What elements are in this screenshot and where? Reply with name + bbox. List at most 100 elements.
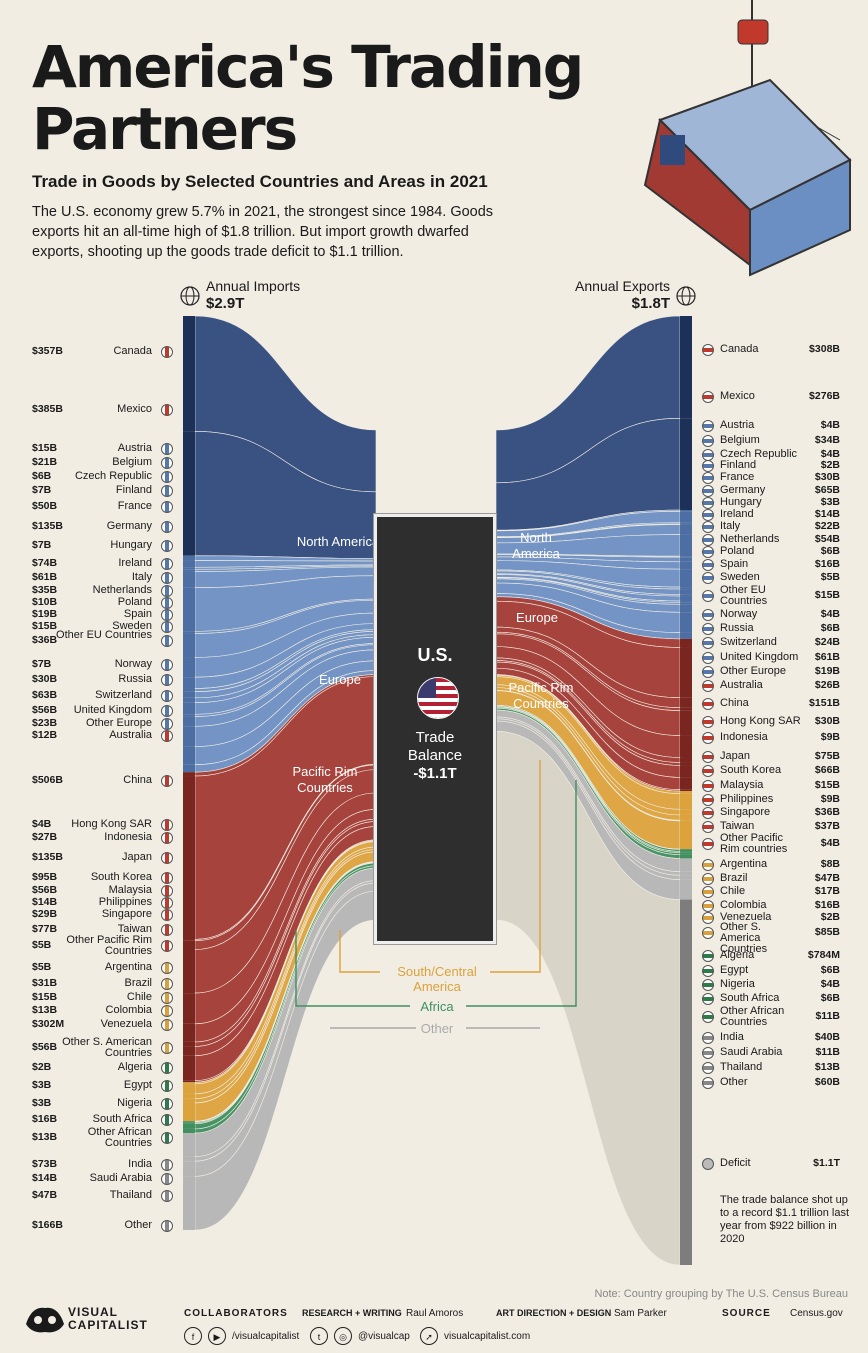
import-country-label: Australia xyxy=(109,729,152,741)
import-country-label: Algeria xyxy=(117,1061,152,1073)
import-bar-finland xyxy=(183,569,195,572)
imports-header-total: $2.9T xyxy=(206,295,245,312)
export-bar-india xyxy=(680,858,692,872)
export-bar-finland xyxy=(680,523,692,525)
export-value: $66B xyxy=(814,764,840,776)
flag-icon-other-pacific-rim-countries xyxy=(161,940,173,952)
import-value: $15B xyxy=(32,991,58,1003)
import-country-label: Belgium xyxy=(112,456,152,468)
import-country-label: Poland xyxy=(117,596,152,608)
export-bar-singapore xyxy=(680,765,692,778)
import-value: $30B xyxy=(32,673,58,685)
export-value: $16B xyxy=(814,558,840,570)
flag-icon-singapore xyxy=(161,909,173,921)
import-bar-mexico xyxy=(183,431,195,556)
youtube-icon[interactable]: ▶ xyxy=(208,1327,226,1345)
export-bar-other xyxy=(680,879,692,900)
export-value: $30B xyxy=(814,715,840,727)
export-country-label: Belgium xyxy=(720,434,760,446)
flag-icon-austria xyxy=(702,420,714,432)
flag-icon-other-europe xyxy=(702,666,714,678)
export-value: $17B xyxy=(814,885,840,897)
export-bar-italy xyxy=(680,561,692,570)
brand-name: VISUAL CAPITALIST xyxy=(68,1305,148,1332)
import-value: $50B xyxy=(32,500,58,512)
flag-icon-taiwan xyxy=(702,821,714,833)
research-writing-name: Raul Amoros xyxy=(406,1308,464,1319)
flag-icon-austria xyxy=(161,443,173,455)
flag-icon-sweden xyxy=(702,572,714,584)
flag-icon-indonesia xyxy=(161,832,173,844)
source-value: Census.gov xyxy=(790,1308,843,1319)
facebook-icon[interactable]: f xyxy=(184,1327,202,1345)
twitter-icon[interactable]: t xyxy=(310,1327,328,1345)
export-bar-deficit xyxy=(680,899,692,1265)
import-value: $7B xyxy=(32,658,52,670)
import-bar-philippines xyxy=(183,1041,195,1047)
imports-globe-icon xyxy=(180,286,200,306)
export-bar-philippines xyxy=(680,762,692,766)
import-country-label: Other S. American Countries xyxy=(62,1036,152,1059)
import-country-label: Finland xyxy=(115,484,152,496)
flag-icon-argentina xyxy=(161,962,173,974)
import-country-label: Russia xyxy=(118,673,152,685)
flag-icon-belgium xyxy=(161,457,173,469)
flag-icon-malaysia xyxy=(702,780,714,792)
flag-icon-belgium xyxy=(702,435,714,447)
imports-header: Annual Imports $2.9T xyxy=(206,278,300,312)
export-country-label: Poland xyxy=(720,545,755,557)
flag-icon-poland xyxy=(702,546,714,558)
flag-icon-hungary xyxy=(702,497,714,509)
export-country-label: Hungary xyxy=(720,496,762,508)
social-handle-1[interactable]: /visualcapitalist xyxy=(232,1331,300,1342)
flag-icon-other-eu-countries xyxy=(161,635,173,647)
import-value: $135B xyxy=(32,851,63,863)
import-value: $16B xyxy=(32,1113,58,1125)
import-country-label: Japan xyxy=(122,851,152,863)
import-bar-chile xyxy=(183,1093,195,1099)
import-country-label: Other Pacific Rim Countries xyxy=(66,934,152,957)
export-country-label: Finland xyxy=(720,459,757,471)
flag-icon-hong-kong-sar xyxy=(161,819,173,831)
export-bar-indonesia xyxy=(680,707,692,711)
trade-balance-value: -$1.1T xyxy=(413,765,457,782)
import-value: $35B xyxy=(32,584,58,596)
group-leader-line xyxy=(466,780,577,1007)
flag-icon-china xyxy=(702,698,714,710)
website-link[interactable]: visualcapitalist.com xyxy=(444,1331,531,1342)
flag-icon-colombia xyxy=(161,1005,173,1017)
export-bar-brazil xyxy=(680,793,692,810)
export-country-label: Other S. America Countries xyxy=(720,921,768,955)
trade-balance-country: U.S. xyxy=(417,645,453,665)
import-group-north-america: North America xyxy=(296,534,380,549)
export-value: $40B xyxy=(814,1031,840,1043)
export-value: $75B xyxy=(814,750,840,762)
import-bar-india xyxy=(183,1133,195,1157)
import-value: $2B xyxy=(32,1061,52,1073)
export-bar-nigeria xyxy=(680,851,692,853)
flag-icon-other-s-american-countries xyxy=(161,1042,173,1054)
flag-icon-china xyxy=(161,775,173,787)
import-country-label: Norway xyxy=(114,658,152,670)
import-bar-japan xyxy=(183,949,195,994)
import-value: $29B xyxy=(32,908,58,920)
export-country-label: Deficit xyxy=(720,1157,751,1169)
export-country-label: Spain xyxy=(720,558,749,570)
export-value: $54B xyxy=(814,533,840,545)
import-value: $10B xyxy=(32,596,58,608)
export-value: $15B xyxy=(814,589,840,601)
import-value: $3B xyxy=(32,1079,52,1091)
import-country-label: Thailand xyxy=(109,1189,152,1201)
instagram-icon[interactable]: ◎ xyxy=(334,1327,352,1345)
export-value: $65B xyxy=(814,484,840,496)
export-bar-south-africa xyxy=(680,852,692,855)
export-country-label: Philippines xyxy=(720,793,774,805)
cursor-icon[interactable]: ➚ xyxy=(420,1327,438,1345)
collaborators-label: COLLABORATORS xyxy=(184,1308,288,1319)
import-country-label: Venezuela xyxy=(100,1018,152,1030)
flag-icon-venezuela xyxy=(161,1019,173,1031)
import-value: $5B xyxy=(32,961,52,973)
social-handle-2[interactable]: @visualcap xyxy=(358,1331,410,1342)
flag-icon-norway xyxy=(702,609,714,621)
export-country-label: Malaysia xyxy=(720,779,764,791)
